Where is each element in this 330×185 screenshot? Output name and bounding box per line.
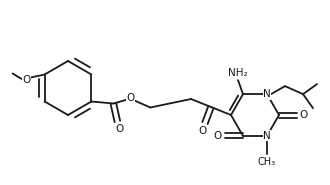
Text: N: N <box>263 131 271 141</box>
Text: O: O <box>126 92 135 102</box>
Text: O: O <box>214 131 222 141</box>
Text: O: O <box>115 125 123 134</box>
Text: N: N <box>263 89 271 99</box>
Text: O: O <box>300 110 308 120</box>
Text: CH₃: CH₃ <box>258 157 276 167</box>
Text: O: O <box>199 126 207 136</box>
Text: O: O <box>22 75 31 85</box>
Text: NH₂: NH₂ <box>228 68 248 78</box>
